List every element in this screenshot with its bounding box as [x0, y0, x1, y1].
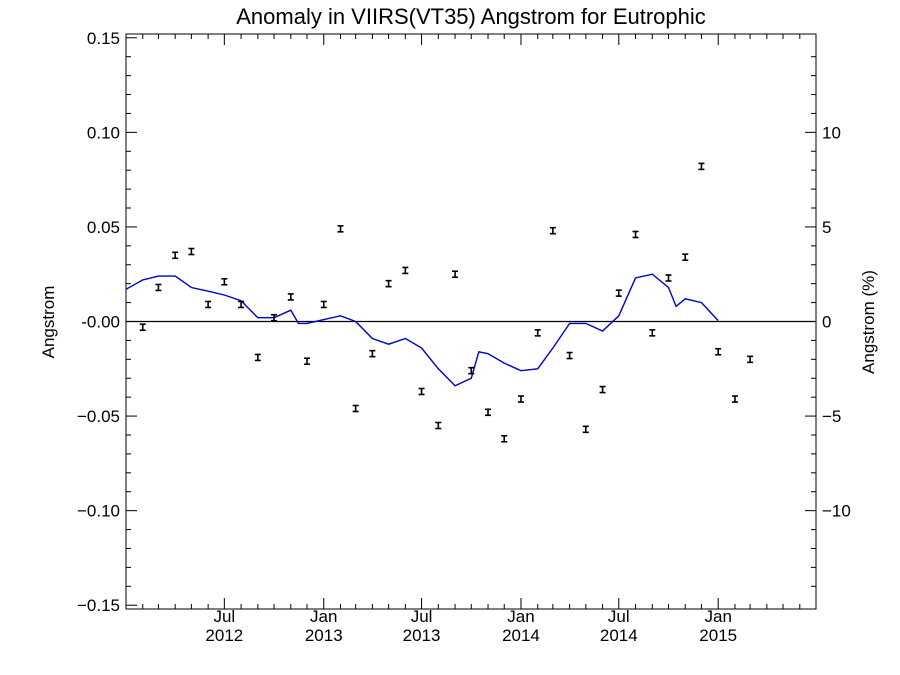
- anomaly-point: [369, 349, 376, 358]
- running-mean-series: [125, 273, 719, 387]
- y-tick-label-left: -0.00: [81, 313, 120, 332]
- anomaly-point: [337, 225, 344, 233]
- x-tick-label-year: 2014: [600, 626, 638, 645]
- x-tick-label-month: Jul: [213, 607, 235, 626]
- anomaly-point: [582, 425, 589, 434]
- anomaly-point: [534, 329, 541, 337]
- anomaly-point: [452, 270, 459, 279]
- anomaly-point: [682, 253, 689, 261]
- anomaly-point: [402, 266, 409, 275]
- anomaly-point: [715, 347, 722, 356]
- y-axis-label-right: Angstrom (%): [859, 270, 878, 374]
- y-tick-label-left: −0.05: [77, 407, 120, 426]
- x-tick-label-month: Jan: [704, 607, 731, 626]
- anomaly-point: [254, 353, 261, 362]
- anomaly-point: [665, 274, 672, 282]
- y-tick-label-left: 0.05: [87, 218, 120, 237]
- y-tick-label-right: −10: [822, 502, 851, 521]
- x-tick-label-year: 2013: [305, 626, 343, 645]
- y-tick-label-left: −0.10: [77, 502, 120, 521]
- anomaly-point: [468, 366, 475, 375]
- x-tick-label-month: Jan: [310, 607, 337, 626]
- anomaly-point: [698, 162, 705, 171]
- x-tick-label-year: 2014: [502, 626, 540, 645]
- anomaly-point: [287, 293, 294, 301]
- anomaly-point: [139, 323, 146, 331]
- anomaly-point: [155, 283, 162, 292]
- chart-title: Anomaly in VIIRS(VT35) Angstrom for Eutr…: [236, 4, 706, 29]
- y-tick-label-right: 0: [822, 313, 831, 332]
- y-tick-label-right: 5: [822, 218, 831, 237]
- anomaly-point: [188, 247, 195, 256]
- anomaly-point: [566, 351, 573, 360]
- anomaly-point: [485, 408, 492, 417]
- y-tick-label-left: 0.15: [87, 29, 120, 48]
- x-tick-label-month: Jan: [507, 607, 534, 626]
- axis-labels: Angstrom Angstrom (%): [39, 270, 878, 374]
- y-tick-label-right: 10: [822, 123, 841, 142]
- anomaly-point: [304, 357, 311, 366]
- anomaly-point: [517, 395, 524, 403]
- x-tick-label-year: 2012: [205, 626, 243, 645]
- anomaly-point: [549, 226, 556, 235]
- running-mean-line: [125, 273, 719, 387]
- y-tick-label-right: −5: [822, 407, 841, 426]
- anomaly-point: [501, 434, 508, 443]
- anomaly-point: [632, 230, 639, 239]
- monthly-anomaly-series: [139, 162, 754, 443]
- anomaly-point: [649, 329, 656, 337]
- anomaly-point: [418, 387, 425, 396]
- plot-axes: 0.15 0.10 0.05 -0.00 −0.05 −0.10 −0.15 10 5 0 −5 −1…: [77, 29, 851, 645]
- y-tick-label-left: 0.10: [87, 123, 120, 142]
- anomaly-point: [435, 421, 442, 430]
- anomaly-point: [271, 313, 278, 322]
- anomaly-point: [172, 251, 179, 260]
- anomaly-point: [615, 289, 622, 297]
- anomaly-point: [205, 300, 212, 309]
- y-tick-label-left: −0.15: [77, 596, 120, 615]
- anomaly-point: [221, 277, 228, 286]
- anomaly-point: [731, 395, 738, 403]
- x-tick-label-year: 2015: [699, 626, 737, 645]
- anomaly-point: [352, 404, 359, 413]
- x-tick-label-month: Jul: [608, 607, 630, 626]
- x-tick-label-month: Jul: [411, 607, 433, 626]
- anomaly-point: [747, 355, 754, 364]
- y-axis-label-left: Angstrom: [39, 286, 58, 359]
- anomaly-point: [599, 385, 606, 394]
- anomaly-point: [238, 300, 245, 309]
- anomaly-point: [320, 300, 327, 309]
- x-tick-label-year: 2013: [403, 626, 441, 645]
- anomaly-point: [385, 279, 392, 288]
